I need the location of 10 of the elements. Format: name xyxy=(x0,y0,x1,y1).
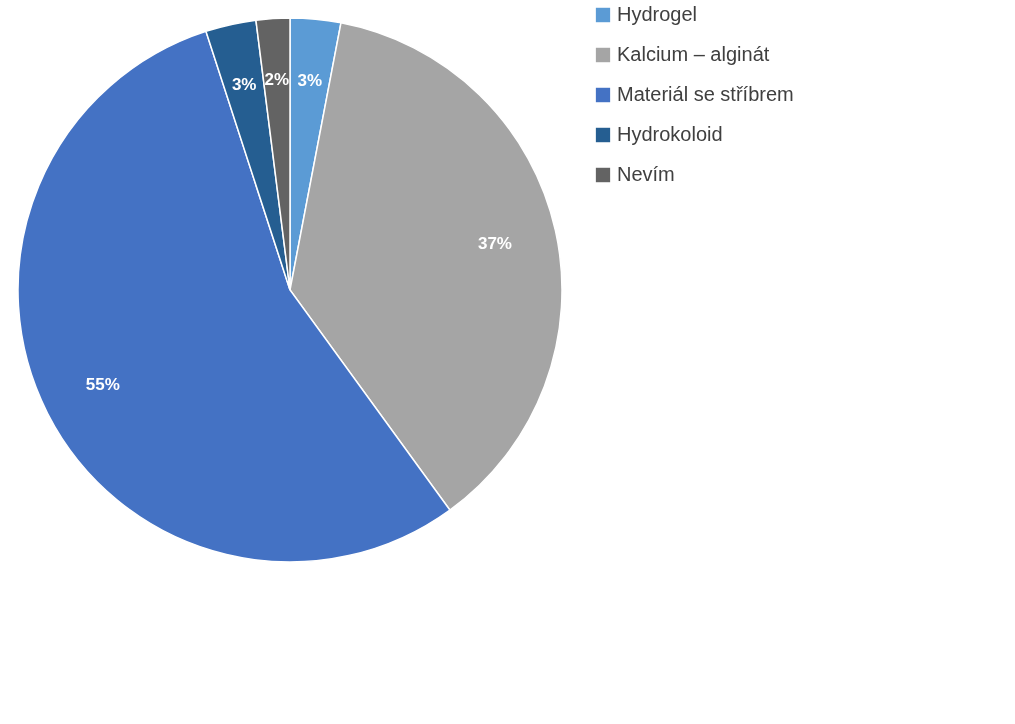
data-label: 37% xyxy=(477,234,512,254)
data-label: 3% xyxy=(231,75,257,95)
legend-label: Hydrogel xyxy=(617,3,698,25)
data-label: 3% xyxy=(297,70,323,90)
legend-label: Kalcium – alginát xyxy=(617,43,770,65)
legend-label: Hydrokoloid xyxy=(617,123,723,145)
data-label: 2% xyxy=(264,70,290,90)
legend-label: Nevím xyxy=(617,163,675,185)
data-label: 55% xyxy=(85,375,120,395)
legend-label: Materiál se stříbrem xyxy=(617,83,794,105)
